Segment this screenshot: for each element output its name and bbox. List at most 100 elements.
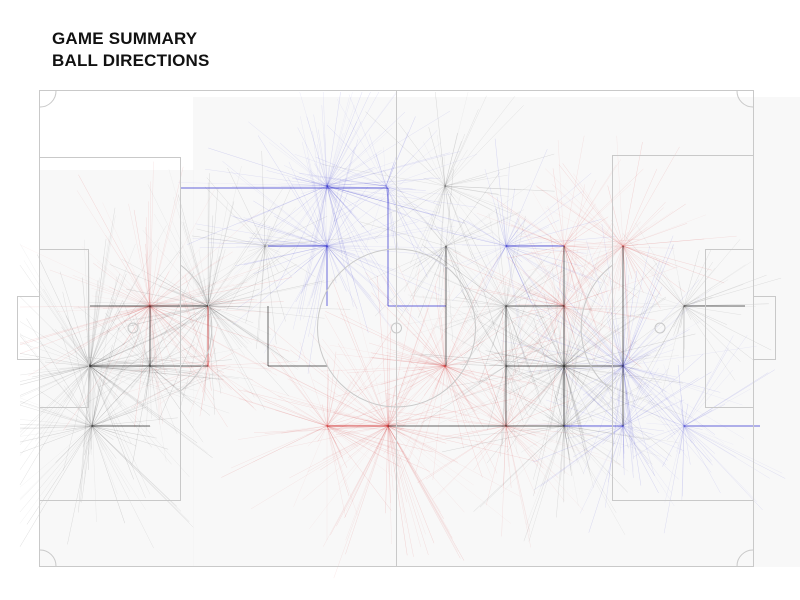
direction-ray <box>324 185 328 202</box>
direction-ray <box>330 425 389 536</box>
direction-ray <box>230 425 328 469</box>
direction-ray <box>89 365 160 420</box>
direction-ray <box>149 301 284 307</box>
direction-ray <box>409 365 446 460</box>
direction-ray <box>505 425 537 436</box>
direction-ray <box>326 111 406 187</box>
direction-ray <box>326 416 446 427</box>
direction-ray <box>134 312 151 367</box>
direction-ray <box>681 410 685 427</box>
direction-ray <box>489 278 507 307</box>
direction-ray <box>505 215 526 307</box>
direction-ray <box>505 245 553 310</box>
direction-ray <box>89 365 96 418</box>
direction-ray <box>345 425 389 512</box>
direction-ray <box>622 245 670 266</box>
direction-ray <box>75 418 93 427</box>
direction-ray <box>264 400 328 427</box>
direction-ray <box>91 425 104 451</box>
direction-ray <box>515 231 565 247</box>
direction-ray <box>89 349 102 367</box>
direction-ray <box>505 287 508 307</box>
direction-ray <box>444 365 467 423</box>
direction-ray <box>207 305 289 362</box>
direction-ray <box>600 305 685 369</box>
direction-ray <box>505 245 523 263</box>
direction-ray <box>133 305 151 327</box>
direction-ray <box>329 344 446 367</box>
direction-ray <box>326 245 425 327</box>
direction-ray <box>387 425 426 535</box>
direction-ray <box>563 245 575 270</box>
direction-ray <box>622 245 661 295</box>
direction-ray <box>564 365 624 434</box>
direction-ray <box>444 365 464 449</box>
direction-ray <box>387 351 433 427</box>
direction-ray <box>563 305 643 385</box>
direction-ray <box>476 212 565 247</box>
direction-ray <box>528 284 565 307</box>
direction-ray <box>650 272 685 307</box>
direction-ray <box>505 425 536 494</box>
direction-ray <box>326 184 344 187</box>
direction-ray <box>377 275 389 427</box>
direction-ray <box>563 305 626 353</box>
direction-ray <box>89 365 213 459</box>
direction-ray <box>586 393 624 427</box>
direction-ray <box>563 349 589 367</box>
direction-ray <box>563 333 696 367</box>
direction-ray <box>505 406 512 427</box>
direction-ray <box>683 347 729 427</box>
direction-ray <box>563 365 591 461</box>
direction-ray <box>311 245 328 298</box>
direction-ray <box>505 287 519 307</box>
direction-ray <box>289 425 389 479</box>
direction-ray <box>382 275 446 367</box>
direction-ray <box>34 365 91 442</box>
direction-ray <box>530 250 565 307</box>
direction-ray <box>385 185 432 270</box>
direction-ray <box>123 305 151 315</box>
direction-ray <box>501 305 507 364</box>
direction-ray <box>263 245 328 354</box>
direction-ray <box>32 365 91 378</box>
direction-ray <box>444 149 468 187</box>
direction-ray <box>387 335 479 427</box>
direction-ray <box>207 365 257 411</box>
direction-ray <box>432 365 446 481</box>
direction-ray <box>430 217 447 247</box>
direction-ray <box>248 121 328 187</box>
direction-ray <box>444 340 484 367</box>
direction-ray <box>291 183 328 187</box>
direction-ray <box>387 425 459 463</box>
direction-ray <box>168 169 209 307</box>
direction-ray <box>419 336 446 367</box>
direction-ray <box>340 313 446 367</box>
direction-ray <box>295 245 328 303</box>
direction-ray <box>622 354 650 367</box>
direction-ray <box>422 425 507 444</box>
direction-ray <box>78 385 93 427</box>
direction-ray <box>505 380 555 427</box>
direction-ray <box>109 264 209 307</box>
direction-ray <box>149 305 162 375</box>
direction-ray <box>563 295 580 307</box>
direction-ray <box>326 185 383 309</box>
direction-ray <box>622 342 654 367</box>
direction-ray <box>326 152 450 187</box>
direction-ray <box>326 149 382 187</box>
direction-ray <box>444 277 484 367</box>
direction-ray <box>264 237 351 247</box>
direction-ray <box>264 225 278 247</box>
direction-ray <box>622 399 685 427</box>
direction-ray <box>192 238 328 247</box>
direction-ray <box>320 425 389 471</box>
direction-ray <box>385 185 445 264</box>
direction-ray <box>599 365 624 406</box>
direction-ray <box>91 295 151 307</box>
direction-ray <box>89 365 224 381</box>
direction-ray <box>234 240 328 247</box>
direction-ray <box>489 365 507 367</box>
direction-ray <box>515 305 565 360</box>
direction-ray <box>149 365 168 371</box>
